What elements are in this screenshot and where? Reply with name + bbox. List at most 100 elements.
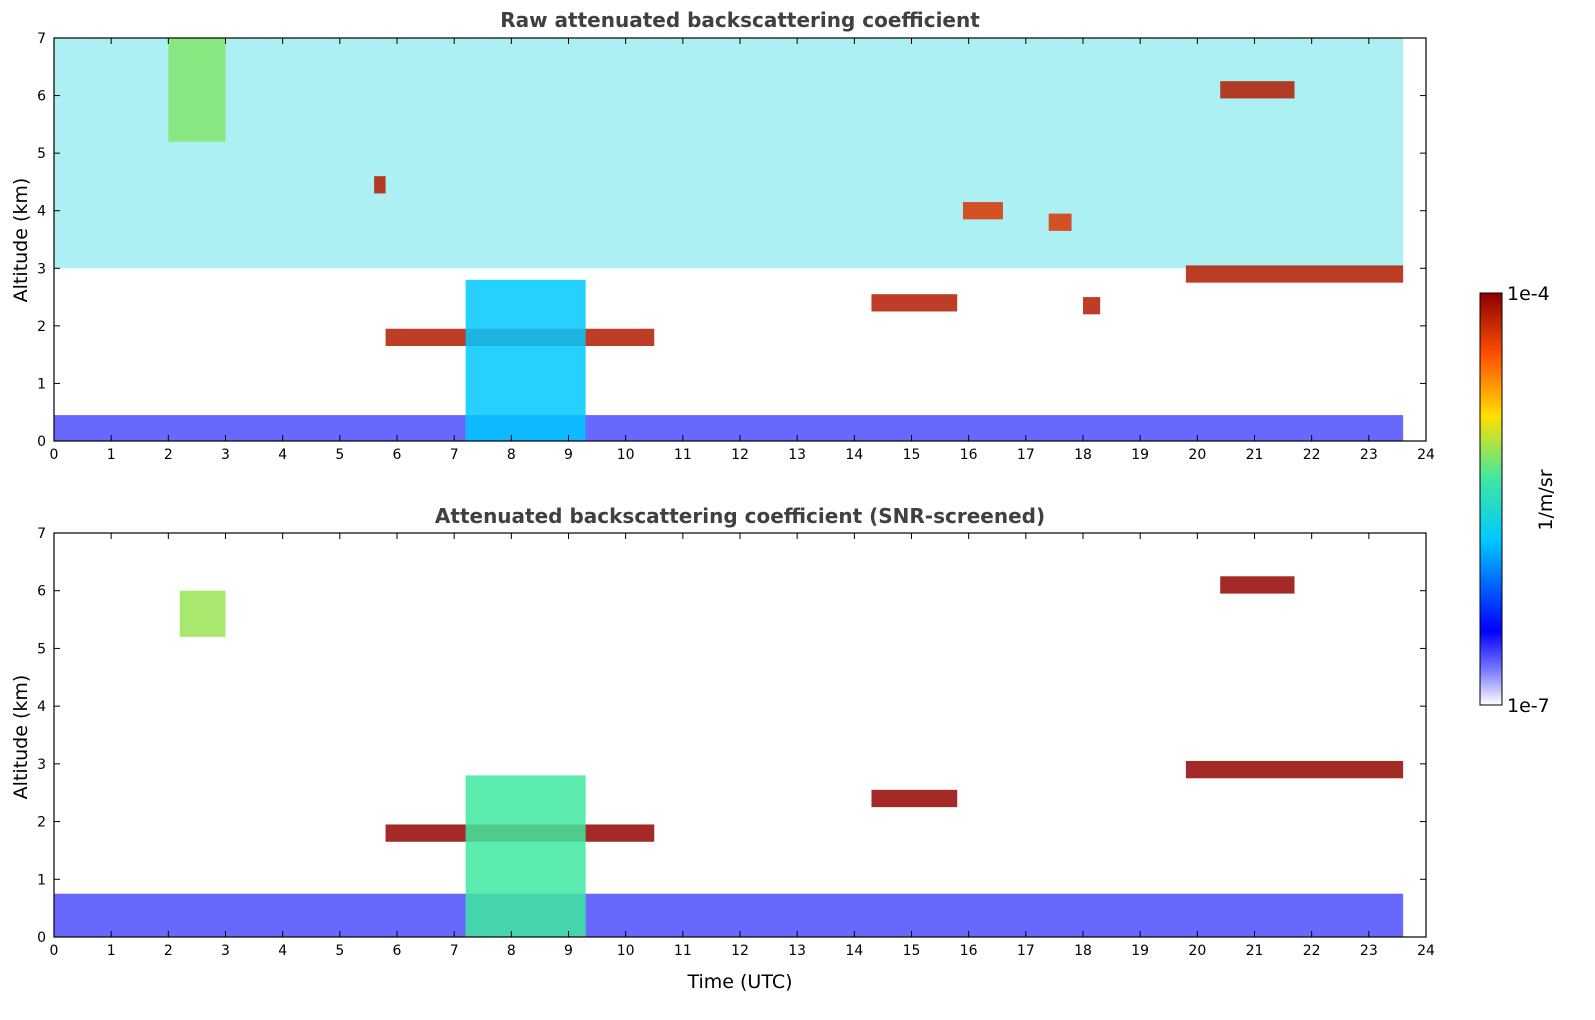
feature-0-10 (1048, 213, 1072, 231)
feature-1-2 (465, 775, 586, 937)
x-tick-label: 5 (335, 943, 344, 959)
y-tick-label: 4 (37, 204, 46, 220)
x-tick-label: 10 (617, 943, 635, 959)
y-tick-label: 3 (37, 757, 46, 773)
y-tick-label: 1 (37, 376, 46, 392)
x-tick-label: 4 (278, 447, 287, 463)
x-tick-label: 9 (564, 943, 573, 959)
chart-bottom-title: Attenuated backscattering coefficient (S… (435, 504, 1045, 528)
x-tick-label: 12 (731, 943, 749, 959)
feature-0-9 (962, 202, 1003, 220)
feature-1-3 (179, 590, 226, 637)
x-axis-bottom: 0 1 2 3 4 5 6 7 8 9 10 11 12 13 14 15 16 17 18 19 20 21 22 23 24 (50, 533, 1435, 959)
x-tick-label: 9 (564, 447, 573, 463)
y-tick-label: 7 (37, 526, 46, 542)
x-tick-label: 15 (903, 447, 921, 463)
feature-0-0 (54, 415, 1404, 441)
x-tick-label: 21 (1246, 447, 1264, 463)
chart-top: Raw attenuated backscattering coefficien… (10, 8, 1435, 463)
y-tick-label: 1 (37, 872, 46, 888)
feature-0-8 (374, 176, 386, 194)
y-tick-label: 2 (37, 319, 46, 335)
feature-1-4 (871, 789, 958, 808)
x-tick-label: 18 (1074, 447, 1092, 463)
x-tick-label: 23 (1360, 943, 1378, 959)
feature-0-7 (1220, 81, 1295, 99)
x-tick-label: 15 (903, 943, 921, 959)
y-tick-label: 2 (37, 815, 46, 831)
chart-top-title: Raw attenuated backscattering coefficien… (500, 8, 980, 32)
x-tick-label: 23 (1360, 447, 1378, 463)
y-tick-label: 0 (37, 930, 46, 946)
x-tick-label: 1 (107, 943, 116, 959)
x-tick-label: 3 (221, 447, 230, 463)
x-tick-label: 22 (1303, 943, 1321, 959)
x-tick-label: 5 (335, 447, 344, 463)
x-tick-label: 8 (507, 943, 516, 959)
x-tick-label: 7 (450, 447, 459, 463)
colorbar-max-label: 1e-4 (1507, 283, 1550, 305)
x-tick-label: 24 (1417, 447, 1435, 463)
x-tick-label: 2 (164, 943, 173, 959)
feature-0-3 (465, 279, 586, 441)
x-tick-label: 6 (393, 447, 402, 463)
colorbar-unit-label: 1/m/sr (1535, 469, 1557, 530)
x-tick-label: 20 (1188, 447, 1206, 463)
x-tick-label: 6 (393, 943, 402, 959)
x-tick-label: 21 (1246, 943, 1264, 959)
x-tick-label: 0 (50, 943, 59, 959)
feature-0-6 (1185, 265, 1404, 283)
x-tick-label: 16 (960, 447, 978, 463)
chart-bottom: Attenuated backscattering coefficient (S… (10, 504, 1435, 993)
x-tick-label: 16 (960, 943, 978, 959)
y-tick-label: 5 (37, 641, 46, 657)
x-tick-label: 24 (1417, 943, 1435, 959)
heatmap-bottom (54, 576, 1404, 937)
y-axis-label-bottom: Altitude (km) (10, 675, 32, 800)
heatmap-top (54, 38, 1404, 441)
x-tick-label: 0 (50, 447, 59, 463)
x-tick-label: 7 (450, 943, 459, 959)
x-tick-label: 19 (1131, 447, 1149, 463)
y-tick-label: 6 (37, 584, 46, 600)
feature-1-5 (1185, 760, 1404, 779)
x-tick-label: 18 (1074, 943, 1092, 959)
feature-0-11 (1083, 297, 1101, 315)
y-tick-label: 6 (37, 89, 46, 105)
feature-1-0 (54, 893, 1404, 937)
x-tick-label: 11 (674, 447, 692, 463)
x-tick-label: 14 (845, 447, 863, 463)
feature-0-5 (871, 294, 958, 312)
x-tick-label: 12 (731, 447, 749, 463)
x-tick-label: 22 (1303, 447, 1321, 463)
feature-1-6 (1220, 576, 1295, 594)
x-axis-top: 0 1 2 3 4 5 6 7 8 9 10 11 12 13 14 15 16 17 18 19 20 21 22 23 24 (50, 38, 1435, 463)
x-tick-label: 13 (788, 943, 806, 959)
colorbar-gradient (1479, 292, 1503, 706)
x-tick-label: 17 (1017, 943, 1035, 959)
feature-0-1 (54, 38, 1404, 269)
y-tick-label: 3 (37, 261, 46, 277)
x-tick-label: 4 (278, 943, 287, 959)
x-tick-label: 3 (221, 943, 230, 959)
x-tick-label: 19 (1131, 943, 1149, 959)
x-tick-label: 13 (788, 447, 806, 463)
y-axis-bottom: 0 1 2 3 4 5 6 7 (37, 526, 1426, 946)
x-tick-label: 1 (107, 447, 116, 463)
x-tick-label: 14 (845, 943, 863, 959)
x-tick-label: 10 (617, 447, 635, 463)
y-tick-label: 0 (37, 434, 46, 450)
x-tick-label: 8 (507, 447, 516, 463)
y-tick-label: 5 (37, 146, 46, 162)
y-tick-label: 4 (37, 699, 46, 715)
y-axis-label-top: Altitude (km) (10, 178, 32, 303)
x-tick-label: 17 (1017, 447, 1035, 463)
feature-0-4 (168, 38, 226, 142)
x-tick-label: 2 (164, 447, 173, 463)
x-tick-label: 11 (674, 943, 692, 959)
y-tick-label: 7 (37, 31, 46, 47)
x-tick-label: 20 (1188, 943, 1206, 959)
y-axis-top: 0 1 2 3 4 5 6 7 (37, 31, 1426, 450)
colorbar: 1e-4 1e-7 1/m/sr (1479, 283, 1557, 717)
